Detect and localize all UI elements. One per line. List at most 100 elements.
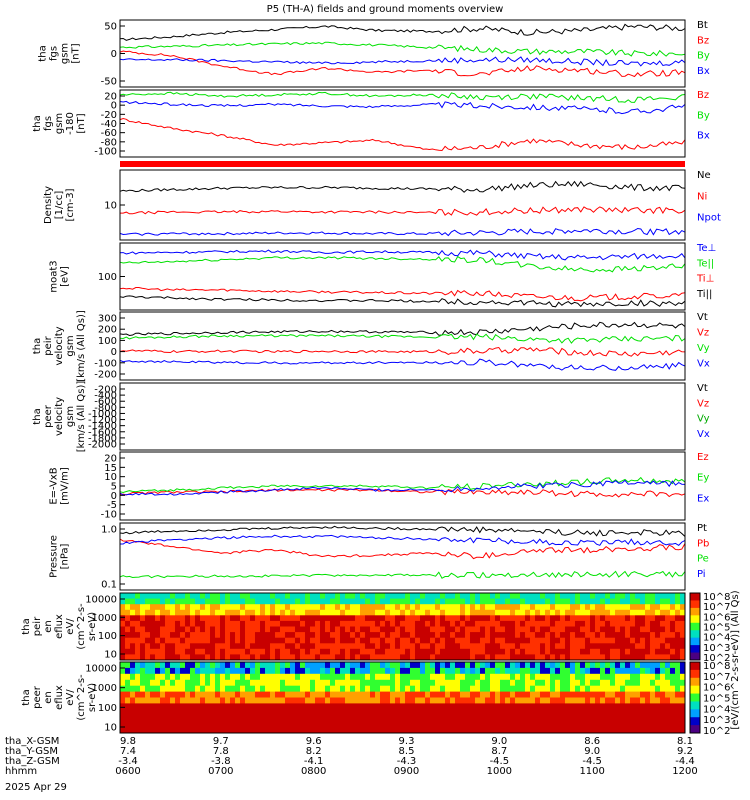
heatmap-cell <box>610 691 616 698</box>
heatmap-cell <box>365 727 371 734</box>
heatmap-cell <box>530 667 536 675</box>
heatmap-cell <box>250 697 256 704</box>
heatmap-cell <box>535 715 541 722</box>
heatmap-cell <box>600 685 606 692</box>
heatmap-cell <box>575 667 581 675</box>
heatmap-cell <box>510 703 516 710</box>
heatmap-cell <box>605 697 611 704</box>
heatmap-cell <box>615 662 621 669</box>
heatmap-cell <box>355 632 361 639</box>
heatmap-cell <box>480 727 486 734</box>
heatmap-cell <box>430 598 436 605</box>
heatmap-cell <box>120 632 126 639</box>
series-line-Ex <box>119 479 686 496</box>
heatmap-cell <box>670 626 676 633</box>
heatmap-cell <box>330 604 336 611</box>
heatmap-cell <box>180 709 186 716</box>
heatmap-cell <box>145 598 151 605</box>
colorbar-cell <box>690 652 700 661</box>
heatmap-cell <box>260 620 266 627</box>
heatmap-cell <box>240 721 246 728</box>
heatmap-cell <box>445 703 451 710</box>
heatmap-cell <box>420 648 426 655</box>
heatmap-cell <box>135 685 141 692</box>
heatmap-cell <box>245 648 251 655</box>
heatmap-cell <box>340 667 346 675</box>
heatmap-cell <box>380 604 386 611</box>
heatmap-cell <box>500 648 506 655</box>
heatmap-cell <box>360 620 366 627</box>
heatmap-cell <box>435 604 441 611</box>
heatmap-cell <box>335 620 341 627</box>
heatmap-cell <box>415 632 421 639</box>
heatmap-cell <box>670 679 676 687</box>
heatmap-cell <box>455 620 461 627</box>
heatmap-cell <box>390 685 396 692</box>
heatmap-cell <box>360 697 366 704</box>
heatmap-cell <box>165 697 171 704</box>
heatmap-cell <box>315 697 321 704</box>
legend-label: Ne <box>697 170 711 181</box>
heatmap-cell <box>395 697 401 704</box>
heatmap-cell <box>495 721 501 728</box>
heatmap-cell <box>315 703 321 710</box>
heatmap-cell <box>400 637 406 644</box>
heatmap-cell <box>275 620 281 627</box>
heatmap-cell <box>255 654 261 661</box>
heatmap-cell <box>440 679 446 687</box>
heatmap-cell <box>580 632 586 639</box>
series-line-By <box>119 41 686 57</box>
heatmap-cell <box>255 615 261 622</box>
heatmap-cell <box>175 626 181 633</box>
heatmap-cell <box>540 697 546 704</box>
y-tick-label: 1.0 <box>101 525 117 536</box>
heatmap-cell <box>260 727 266 734</box>
heatmap-cell <box>495 691 501 698</box>
heatmap-cell <box>635 697 641 704</box>
heatmap-cell <box>605 620 611 627</box>
heatmap-cell <box>260 615 266 622</box>
heatmap-cell <box>540 721 546 728</box>
panel-ylabel: (cm^2-s- <box>76 674 87 721</box>
heatmap-cell <box>620 703 626 710</box>
heatmap-cell <box>545 620 551 627</box>
heatmap-cell <box>340 593 346 599</box>
heatmap-cell <box>665 643 671 650</box>
heatmap-cell <box>655 598 661 605</box>
heatmap-cell <box>250 620 256 627</box>
heatmap-cell <box>210 679 216 687</box>
heatmap-cell <box>305 593 311 599</box>
heatmap-cell <box>450 598 456 605</box>
heatmap-cell <box>300 662 306 669</box>
heatmap-cell <box>525 662 531 669</box>
heatmap-cell <box>595 721 601 728</box>
heatmap-cell <box>135 662 141 669</box>
heatmap-cell <box>535 721 541 728</box>
heatmap-cell <box>605 609 611 616</box>
heatmap-cell <box>305 703 311 710</box>
heatmap-cell <box>210 721 216 728</box>
heatmap-cell <box>625 637 631 644</box>
panel-ylabel: gsm <box>65 335 76 356</box>
panel-ylabel: eflux <box>54 614 65 639</box>
panel-ylabel: Pressure <box>49 535 60 578</box>
heatmap-cell <box>195 632 201 639</box>
heatmap-cell <box>650 598 656 605</box>
heatmap-cell <box>410 604 416 611</box>
heatmap-cell <box>415 667 421 675</box>
heatmap-cell <box>615 679 621 687</box>
heatmap-cell <box>460 637 466 644</box>
heatmap-cell <box>430 609 436 616</box>
heatmap-cell <box>445 609 451 616</box>
heatmap-cell <box>295 593 301 599</box>
heatmap-cell <box>435 697 441 704</box>
heatmap-cell <box>620 679 626 687</box>
heatmap-cell <box>565 679 571 687</box>
heatmap-cell <box>410 667 416 675</box>
heatmap-cell <box>445 673 451 681</box>
heatmap-cell <box>630 643 636 650</box>
heatmap-cell <box>330 715 336 722</box>
heatmap-cell <box>560 679 566 687</box>
heatmap-cell <box>135 691 141 698</box>
heatmap-cell <box>525 679 531 687</box>
